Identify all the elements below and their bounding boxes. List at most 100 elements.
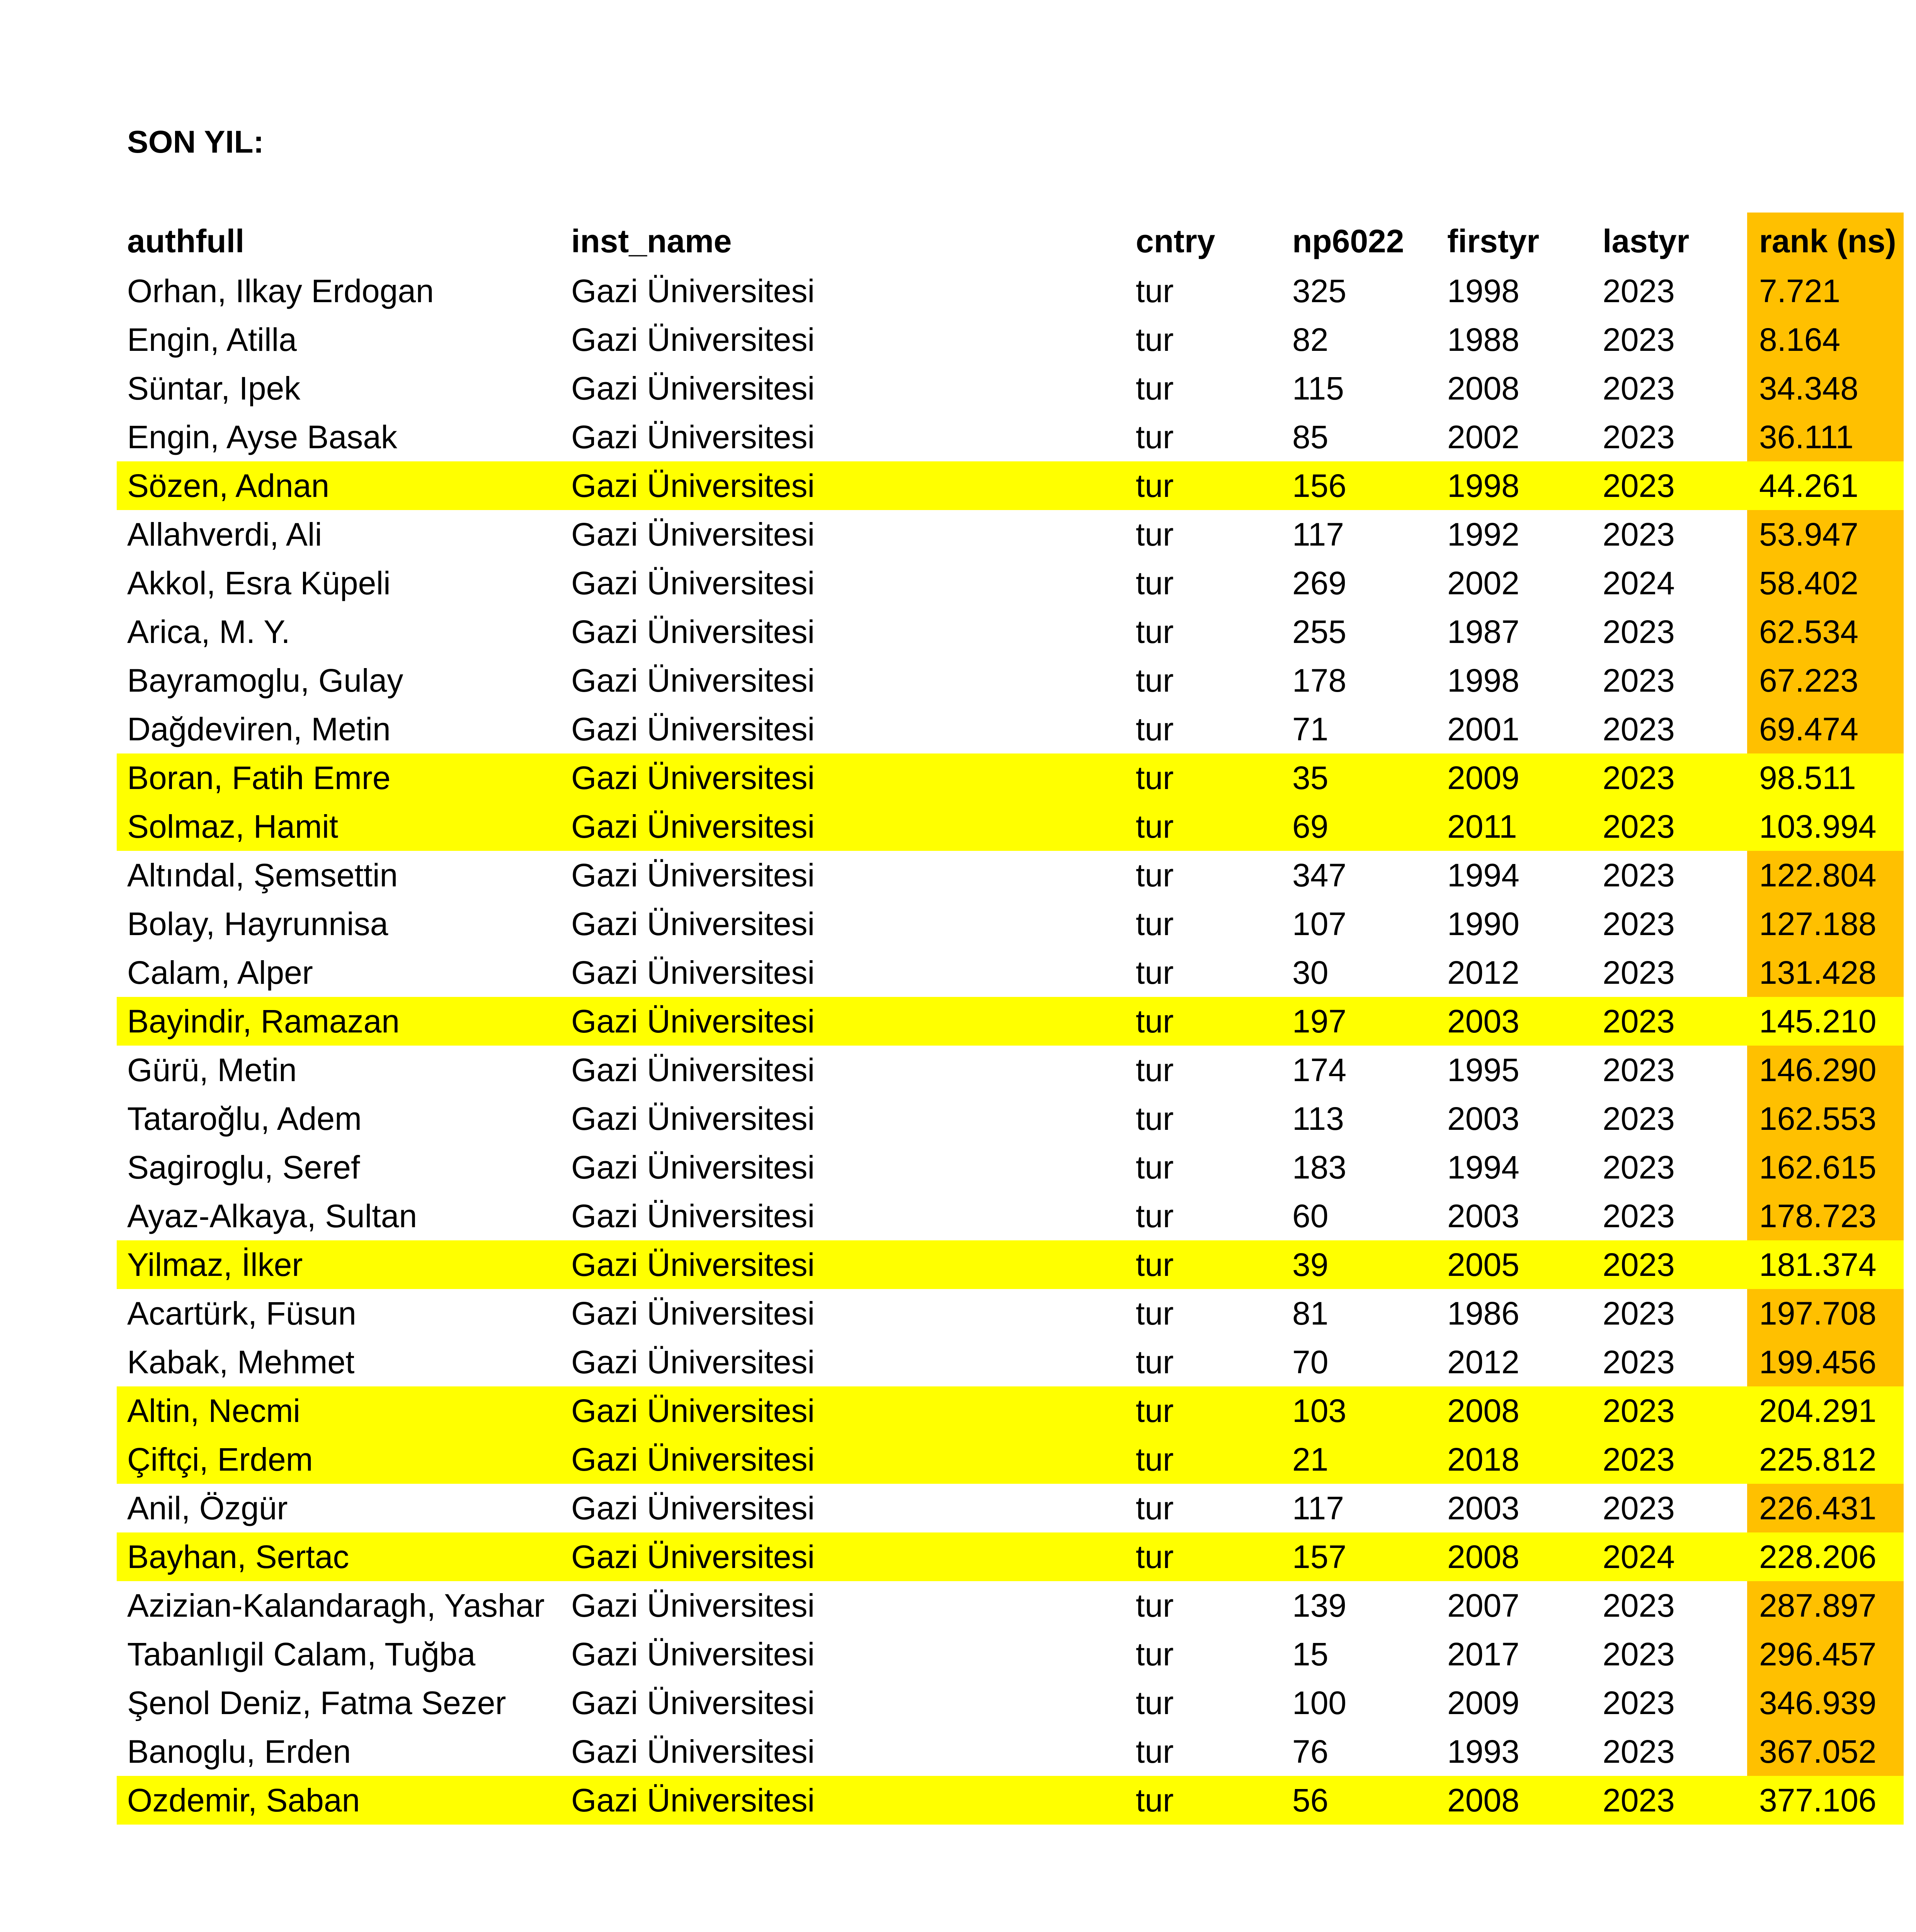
cell-lastyr: 2023 (1603, 1344, 1675, 1380)
cell-inst-name: Gazi Üniversitesi (571, 614, 815, 650)
cell-lastyr: 2023 (1603, 1782, 1675, 1818)
cell-lastyr: 2023 (1603, 1587, 1675, 1624)
table-row: Bayindir, Ramazan Gazi Üniversitesi tur 197… (117, 997, 1904, 1046)
cell-authfull: Solmaz, Hamit (127, 808, 339, 845)
cell-authfull: Boran, Fatih Emre (127, 760, 391, 796)
cell-inst-name: Gazi Üniversitesi (571, 1295, 815, 1332)
cell-rank: 181.374 (1759, 1247, 1877, 1283)
cell-rank: 228.206 (1759, 1539, 1877, 1575)
cell-inst-name: Gazi Üniversitesi (571, 808, 815, 845)
cell-rank: 367.052 (1747, 1727, 1904, 1776)
cell-authfull: Orhan, Ilkay Erdogan (127, 273, 434, 309)
cell-inst-name: Gazi Üniversitesi (571, 516, 815, 553)
cell-inst-name: Gazi Üniversitesi (571, 1003, 815, 1039)
cell-cntry: tur (1136, 1782, 1174, 1818)
cell-np6022: 347 (1292, 857, 1347, 893)
cell-authfull: Anil, Özgür (127, 1490, 288, 1526)
cell-authfull: Yilmaz, İlker (127, 1247, 303, 1283)
cell-inst-name: Gazi Üniversitesi (571, 1685, 815, 1721)
cell-cntry: tur (1136, 1490, 1174, 1526)
cell-inst-name: Gazi Üniversitesi (571, 1344, 815, 1380)
cell-inst-name: Gazi Üniversitesi (571, 321, 815, 358)
table-row: Şenol Deniz, Fatma Sezer Gazi Üniversites… (117, 1679, 1904, 1727)
cell-inst-name: Gazi Üniversitesi (571, 857, 815, 893)
cell-np6022: 56 (1292, 1782, 1329, 1818)
column-header-firstyr: firstyr (1447, 223, 1540, 259)
cell-cntry: tur (1136, 370, 1174, 406)
cell-firstyr: 2008 (1447, 1782, 1520, 1818)
cell-inst-name: Gazi Üniversitesi (571, 1247, 815, 1283)
cell-inst-name: Gazi Üniversitesi (571, 954, 815, 991)
cell-lastyr: 2024 (1603, 565, 1675, 601)
cell-cntry: tur (1136, 1539, 1174, 1575)
cell-np6022: 255 (1292, 614, 1347, 650)
cell-lastyr: 2023 (1603, 614, 1675, 650)
cell-cntry: tur (1136, 1003, 1174, 1039)
cell-inst-name: Gazi Üniversitesi (571, 1636, 815, 1672)
cell-inst-name: Gazi Üniversitesi (571, 1587, 815, 1624)
column-header-np6022: np6022 (1292, 223, 1404, 259)
cell-firstyr: 2012 (1447, 1344, 1520, 1380)
cell-firstyr: 1998 (1447, 662, 1520, 699)
cell-firstyr: 2009 (1447, 1685, 1520, 1721)
cell-lastyr: 2023 (1603, 808, 1675, 845)
cell-np6022: 157 (1292, 1539, 1347, 1575)
cell-rank: 146.290 (1747, 1046, 1904, 1094)
cell-cntry: tur (1136, 321, 1174, 358)
cell-rank: 69.474 (1747, 705, 1904, 753)
cell-inst-name: Gazi Üniversitesi (571, 273, 815, 309)
cell-firstyr: 2003 (1447, 1003, 1520, 1039)
cell-np6022: 71 (1292, 711, 1329, 747)
cell-cntry: tur (1136, 1100, 1174, 1137)
cell-inst-name: Gazi Üniversitesi (571, 1198, 815, 1234)
cell-authfull: Calam, Alper (127, 954, 313, 991)
cell-firstyr: 1994 (1447, 1149, 1520, 1185)
table-row: Anil, Özgür Gazi Üniversitesi tur 117 2003 20… (117, 1484, 1904, 1532)
cell-authfull: Dağdeviren, Metin (127, 711, 391, 747)
cell-firstyr: 1987 (1447, 614, 1520, 650)
cell-np6022: 139 (1292, 1587, 1347, 1624)
table-row: Tabanlıgil Calam, Tuğba Gazi Üniversitesi… (117, 1630, 1904, 1679)
table-row: Calam, Alper Gazi Üniversitesi tur 30 2012 20… (117, 948, 1904, 997)
table-row: Bayhan, Sertac Gazi Üniversitesi tur 157 200… (117, 1532, 1904, 1581)
cell-firstyr: 2018 (1447, 1441, 1520, 1478)
cell-authfull: Tabanlıgil Calam, Tuğba (127, 1636, 476, 1672)
cell-np6022: 30 (1292, 954, 1329, 991)
cell-rank: 131.428 (1747, 948, 1904, 997)
cell-lastyr: 2023 (1603, 370, 1675, 406)
table-row: Kabak, Mehmet Gazi Üniversitesi tur 70 2012 2… (117, 1338, 1904, 1386)
cell-np6022: 21 (1292, 1441, 1329, 1478)
cell-rank: 162.615 (1747, 1143, 1904, 1192)
cell-rank: 58.402 (1747, 559, 1904, 607)
cell-cntry: tur (1136, 1393, 1174, 1429)
table-row: Banoglu, Erden Gazi Üniversitesi tur 76 1993… (117, 1727, 1904, 1776)
cell-cntry: tur (1136, 565, 1174, 601)
cell-cntry: tur (1136, 1247, 1174, 1283)
cell-np6022: 156 (1292, 468, 1347, 504)
table-row: Sözen, Adnan Gazi Üniversitesi tur 156 1998 2… (117, 461, 1904, 510)
cell-firstyr: 2008 (1447, 1539, 1520, 1575)
cell-firstyr: 2003 (1447, 1100, 1520, 1137)
cell-rank: 162.553 (1747, 1094, 1904, 1143)
cell-cntry: tur (1136, 857, 1174, 893)
cell-firstyr: 2009 (1447, 760, 1520, 796)
cell-firstyr: 1998 (1447, 468, 1520, 504)
cell-np6022: 117 (1292, 1490, 1344, 1526)
table-row: Azizian-Kalandaragh, Yashar Gazi Üniversi… (117, 1581, 1904, 1630)
table-row: Tataroğlu, Adem Gazi Üniversitesi tur 113 20… (117, 1094, 1904, 1143)
cell-np6022: 183 (1292, 1149, 1347, 1185)
table-row: Gürü, Metin Gazi Üniversitesi tur 174 1995 20… (117, 1046, 1904, 1094)
table-row: Akkol, Esra Küpeli Gazi Üniversitesi tur 26… (117, 559, 1904, 607)
column-header-cntry: cntry (1136, 223, 1215, 259)
cell-authfull: Tataroğlu, Adem (127, 1100, 362, 1137)
cell-firstyr: 2002 (1447, 565, 1520, 601)
cell-np6022: 100 (1292, 1685, 1347, 1721)
cell-firstyr: 1986 (1447, 1295, 1520, 1332)
page-title: SON YIL: (127, 124, 264, 160)
cell-lastyr: 2023 (1603, 857, 1675, 893)
cell-inst-name: Gazi Üniversitesi (571, 1149, 815, 1185)
cell-np6022: 81 (1292, 1295, 1329, 1332)
cell-authfull: Arica, M. Y. (127, 614, 290, 650)
column-header-rank: rank (ns) (1747, 213, 1904, 267)
cell-rank: 8.164 (1747, 315, 1904, 364)
